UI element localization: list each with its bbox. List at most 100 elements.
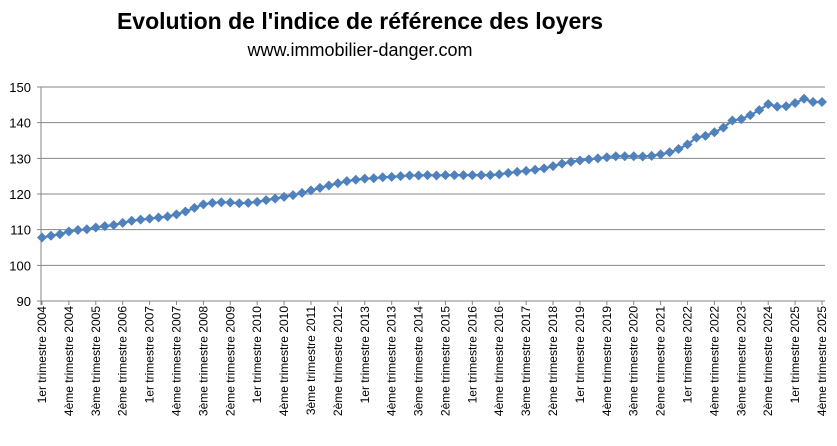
data-point (727, 115, 738, 126)
data-point (243, 197, 254, 208)
x-tick-label: 3ème trimestre 2020 (627, 306, 641, 416)
data-point (350, 174, 361, 185)
data-point (54, 229, 65, 240)
chart-title: Evolution de l'indice de référence des l… (116, 8, 604, 34)
x-tick-label: 1er trimestre 2007 (143, 306, 157, 404)
data-point (628, 151, 639, 162)
data-point (252, 196, 263, 207)
x-tick-label: 1er trimestre 2004 (35, 306, 49, 404)
x-tick-label: 1er trimestre 2022 (681, 306, 695, 404)
data-point (592, 153, 603, 164)
x-tick-label: 3ème trimestre 2017 (519, 306, 533, 416)
x-tick-label: 1er trimestre 2013 (358, 306, 372, 404)
data-point (565, 156, 576, 167)
data-point (135, 214, 146, 225)
data-point (108, 220, 119, 231)
x-tick-label: 4ème trimestre 2004 (62, 306, 76, 416)
chart-subtitle: www.immobilier-danger.com (247, 40, 473, 60)
data-point (341, 176, 352, 187)
y-tick-label: 150 (9, 80, 31, 95)
data-point (574, 155, 585, 166)
data-point (646, 150, 657, 161)
data-point (288, 190, 299, 201)
data-point (494, 169, 505, 180)
data-point (198, 199, 209, 210)
data-point (162, 211, 173, 222)
data-point (817, 96, 827, 107)
data-point (664, 147, 675, 158)
y-tick-label: 120 (9, 187, 31, 202)
data-point (458, 170, 469, 181)
data-point (72, 225, 83, 236)
data-point (521, 165, 532, 176)
x-tick-label: 2ème trimestre 2012 (331, 306, 345, 416)
x-tick-label: 4ème trimestre 2010 (277, 306, 291, 416)
x-tick-label: 2ème trimestre 2021 (654, 306, 668, 416)
data-point (216, 197, 227, 208)
data-point (745, 110, 756, 121)
y-tick-label: 130 (9, 151, 31, 166)
data-point (691, 132, 702, 143)
data-point (279, 191, 290, 202)
data-point (431, 170, 442, 181)
x-tick-label: 1er trimestre 2025 (788, 306, 802, 404)
y-tick-label: 90 (17, 294, 31, 309)
data-point (709, 127, 720, 138)
data-point (736, 114, 747, 125)
data-point (619, 151, 630, 162)
data-point (682, 139, 693, 150)
data-point (440, 170, 451, 181)
x-tick-label: 3ème trimestre 2008 (196, 306, 210, 416)
data-point (422, 170, 433, 181)
data-point (539, 163, 550, 174)
data-point (799, 93, 810, 104)
data-point (270, 193, 281, 204)
x-tick-label: 4ème trimestre 2019 (600, 306, 614, 416)
data-point (180, 206, 191, 217)
data-point (503, 167, 514, 178)
x-tick-label: 4ème trimestre 2025 (815, 306, 829, 416)
data-point (781, 101, 792, 112)
data-point (63, 226, 74, 237)
data-point (476, 170, 487, 181)
data-point (512, 166, 523, 177)
data-point (655, 149, 666, 160)
data-point (126, 215, 137, 226)
data-point (144, 213, 155, 224)
data-point (610, 151, 621, 162)
data-point (45, 230, 56, 241)
data-point (314, 182, 325, 193)
data-point (225, 197, 236, 208)
y-tick-label: 100 (9, 258, 31, 273)
data-point (117, 217, 128, 228)
data-point (81, 224, 92, 235)
x-tick-label: 2ème trimestre 2018 (546, 306, 560, 416)
data-point (37, 232, 47, 243)
x-tick-label: 3ème trimestre 2023 (734, 306, 748, 416)
data-point (485, 170, 496, 181)
data-point (718, 122, 729, 133)
data-point (171, 209, 182, 220)
data-point (557, 158, 567, 169)
data-point (323, 180, 334, 191)
y-tick-label: 140 (9, 116, 31, 131)
x-tick-label: 1er trimestre 2010 (250, 306, 264, 404)
data-point (386, 171, 397, 182)
x-tick-label: 4ème trimestre 2016 (492, 306, 506, 416)
data-point (404, 170, 415, 181)
data-point (763, 99, 774, 110)
data-point (673, 144, 684, 155)
data-point (377, 172, 388, 183)
data-point (297, 187, 307, 198)
data-point (548, 161, 559, 172)
x-tick-label: 4ème trimestre 2013 (385, 306, 399, 416)
data-point (583, 154, 594, 165)
data-point (189, 202, 200, 213)
data-point (261, 195, 272, 206)
x-tick-label: 4ème trimestre 2007 (169, 306, 183, 416)
x-tick-label: 2ème trimestre 2024 (761, 306, 775, 416)
x-tick-label: 2ème trimestre 2006 (116, 306, 130, 416)
data-point (368, 173, 379, 184)
data-point (449, 170, 460, 181)
